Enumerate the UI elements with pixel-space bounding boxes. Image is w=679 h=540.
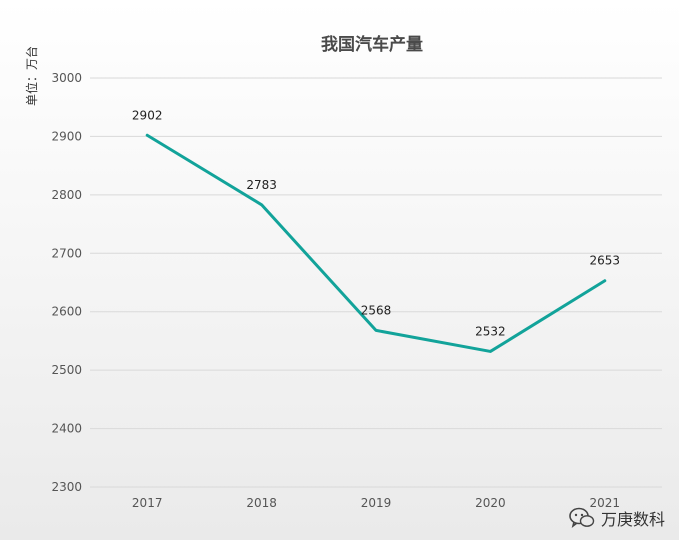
data-label: 2532 <box>475 324 506 338</box>
data-labels: 2902 2783 2568 2532 2653 <box>132 108 620 338</box>
watermark: 万庚数科 <box>569 506 665 530</box>
y-tick-label: 2400 <box>51 422 82 436</box>
x-tick-label: 2021 <box>590 496 621 510</box>
series-line-group <box>145 133 607 353</box>
x-tick-label: 2020 <box>475 496 506 510</box>
y-tick-label: 2700 <box>51 246 82 260</box>
x-tick-label: 2018 <box>246 496 277 510</box>
y-axis-label: 单位：万台 <box>24 46 39 106</box>
watermark-text: 万庚数科 <box>600 510 665 529</box>
x-tick-label: 2019 <box>361 496 392 510</box>
y-tick-label: 2600 <box>51 305 82 319</box>
y-axis-ticks: 2300 2400 2500 2600 2700 2800 2900 3000 <box>51 71 82 494</box>
x-axis-ticks: 2017 2018 2019 2020 2021 <box>132 496 620 510</box>
data-label: 2568 <box>361 303 392 317</box>
y-tick-label: 2900 <box>51 129 82 143</box>
data-label: 2902 <box>132 108 163 122</box>
series-line <box>145 133 607 353</box>
y-tick-label: 3000 <box>51 71 82 85</box>
data-label: 2783 <box>246 178 277 192</box>
data-label: 2653 <box>590 254 621 268</box>
x-tick-label: 2017 <box>132 496 163 510</box>
gridlines <box>90 77 662 488</box>
chart-title: 我国汽车产量 <box>321 34 423 55</box>
wechat-icon <box>569 507 595 528</box>
y-tick-label: 2500 <box>51 363 82 377</box>
y-tick-label: 2300 <box>51 480 82 494</box>
y-tick-label: 2800 <box>51 188 82 202</box>
